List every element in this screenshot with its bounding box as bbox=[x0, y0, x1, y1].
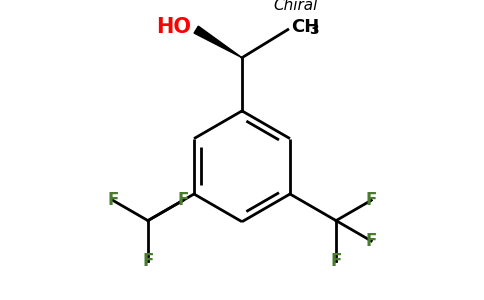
Text: F: F bbox=[365, 191, 377, 209]
Text: HO: HO bbox=[156, 17, 191, 37]
Text: Chiral: Chiral bbox=[273, 0, 318, 14]
Text: F: F bbox=[178, 191, 189, 209]
Text: CH: CH bbox=[291, 18, 319, 36]
Text: F: F bbox=[331, 252, 342, 270]
Text: F: F bbox=[107, 191, 119, 209]
Text: 3: 3 bbox=[309, 23, 319, 38]
Text: F: F bbox=[142, 252, 153, 270]
Polygon shape bbox=[194, 26, 242, 58]
Text: F: F bbox=[365, 232, 377, 250]
